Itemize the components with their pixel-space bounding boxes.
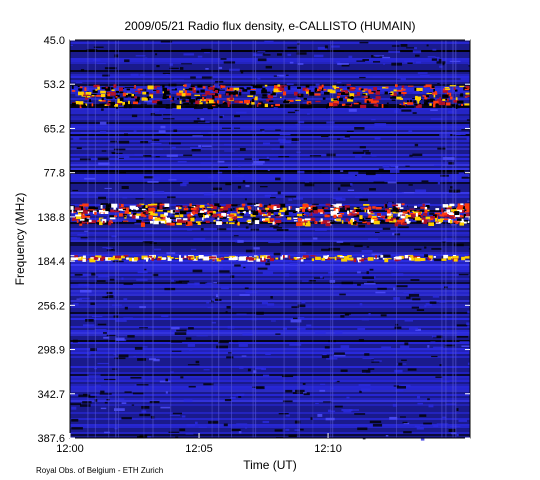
chart-title: 2009/05/21 Radio flux density, e-CALLIST… xyxy=(124,19,415,33)
y-tick-label: 45.0 xyxy=(44,35,65,47)
y-tick-label: 138.8 xyxy=(37,212,65,224)
y-tick-label: 77.8 xyxy=(44,168,65,180)
y-tick-label: 256.2 xyxy=(37,300,65,312)
y-tick-label: 184.4 xyxy=(37,256,65,268)
x-axis-label: Time (UT) xyxy=(243,458,297,472)
y-tick-label: 342.7 xyxy=(37,389,65,401)
y-tick-label: 298.9 xyxy=(37,345,65,357)
x-axis: 12:00 12:05 12:10 xyxy=(56,433,342,455)
y-axis: 45.0 53.2 65.2 77.8 138.8 184.4 256.2 298.9 342.… xyxy=(37,35,470,445)
x-tick-label: 12:00 xyxy=(56,443,84,455)
x-tick-label: 12:05 xyxy=(185,443,213,455)
spectrogram-plot-area xyxy=(70,40,470,441)
footer-credit: Royal Obs. of Belgium - ETH Zurich xyxy=(36,466,164,475)
plot-frame xyxy=(69,39,471,439)
y-axis-label: Frequency (MHz) xyxy=(13,193,27,286)
x-tick-label: 12:10 xyxy=(314,443,342,455)
y-tick-label: 65.2 xyxy=(44,123,65,135)
y-tick-label: 53.2 xyxy=(44,79,65,91)
y-tick-label: 387.6 xyxy=(37,433,65,445)
